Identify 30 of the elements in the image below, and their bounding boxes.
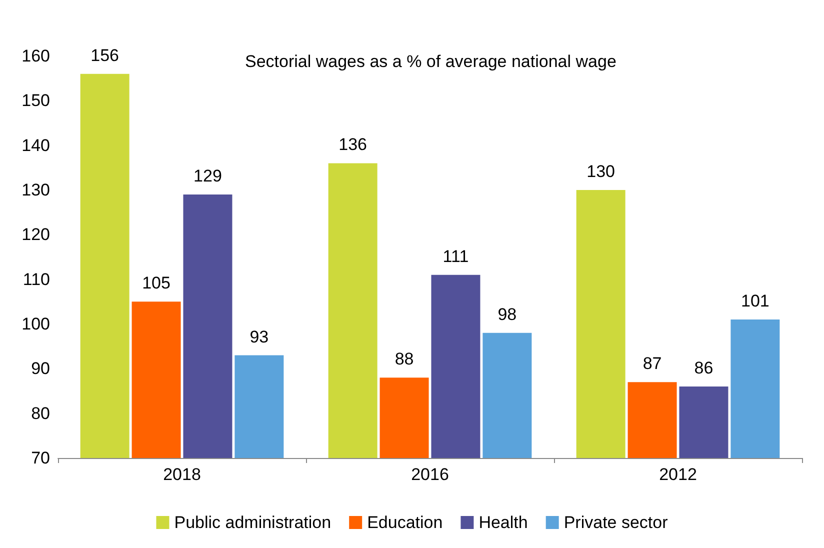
x-tick-label: 2016 <box>411 465 449 484</box>
y-tick-label: 100 <box>22 314 50 334</box>
y-tick-label: 140 <box>22 136 50 155</box>
data-label: 156 <box>90 46 120 65</box>
data-label: 111 <box>442 246 469 266</box>
y-tick-label: 70 <box>31 448 50 468</box>
x-tick-label: 2012 <box>659 465 697 484</box>
chart-title: Sectorial wages as a % of average national wage <box>245 52 616 71</box>
data-label: 136 <box>338 135 368 154</box>
legend-label: Education <box>367 513 443 532</box>
y-tick-label: 160 <box>22 46 50 66</box>
y-tick-label: 80 <box>31 404 50 423</box>
data-label: 129 <box>194 166 222 186</box>
data-label: 105 <box>142 274 170 293</box>
y-tick-label: 120 <box>22 225 50 244</box>
data-label: 98 <box>498 304 517 324</box>
y-tick-label: 90 <box>31 359 50 378</box>
y-tick-label: 150 <box>22 91 50 110</box>
data-label: 87 <box>642 354 662 374</box>
legend-label: Private sector <box>564 513 668 532</box>
y-tick-label: 130 <box>22 180 50 200</box>
x-tick-label: 2018 <box>163 465 201 484</box>
data-label: 130 <box>586 162 616 181</box>
legend-label: Public administration <box>174 513 332 532</box>
data-label: 101 <box>740 292 770 311</box>
data-label: 93 <box>250 327 269 346</box>
y-tick-label: 110 <box>22 270 50 289</box>
legend-label: Health <box>478 513 528 532</box>
data-label: 86 <box>694 358 714 378</box>
data-label: 88 <box>394 350 414 369</box>
